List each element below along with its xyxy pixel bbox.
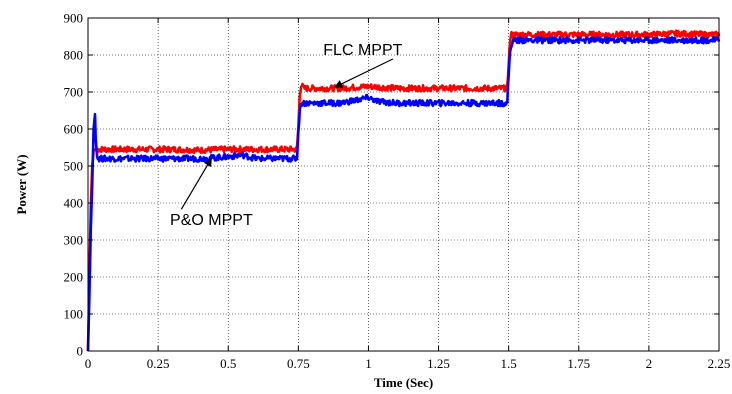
x-tick-label: 1.5 xyxy=(501,356,517,371)
y-tick-label: 800 xyxy=(64,48,84,63)
y-tick-label: 700 xyxy=(64,85,84,100)
annotation-arrow xyxy=(180,157,212,210)
x-tick-label: 0 xyxy=(85,356,92,371)
annotation-arrow xyxy=(334,58,394,88)
x-tick-label: 1.25 xyxy=(427,356,450,371)
annotation-po-mppt: P&O MPPT xyxy=(170,212,253,229)
x-tick-label: 0.25 xyxy=(147,356,170,371)
series-line-flc-mppt xyxy=(86,29,721,352)
y-axis-label: Power (W) xyxy=(14,154,29,214)
series-lines xyxy=(86,29,721,352)
y-tick-label: 900 xyxy=(64,11,84,26)
y-tick-label: 100 xyxy=(64,307,84,322)
axis-ticks: 0 0.25 0.5 0.75 1 1.25 1.5 1.75 2 2.25 0 100 200 300 4… xyxy=(64,11,731,372)
annotations: FLC MPPT P&O MPPT xyxy=(170,42,403,229)
y-tick-label: 400 xyxy=(64,196,84,211)
x-tick-label: 1.75 xyxy=(567,356,590,371)
y-tick-label: 300 xyxy=(64,233,84,248)
y-tick-label: 600 xyxy=(64,122,84,137)
x-tick-label: 0.5 xyxy=(220,356,236,371)
y-tick-label: 500 xyxy=(64,159,84,174)
annotation-flc-mppt: FLC MPPT xyxy=(323,42,402,59)
plot-frame xyxy=(87,17,720,352)
x-tick-label: 1 xyxy=(365,356,372,371)
x-tick-label: 2.25 xyxy=(708,356,731,371)
x-tick-label: 0.75 xyxy=(287,356,310,371)
series-line-po-mppt xyxy=(86,35,721,352)
y-tick-label: 200 xyxy=(64,270,84,285)
y-tick-label: 0 xyxy=(77,344,84,359)
x-axis-label: Time (Sec) xyxy=(374,375,433,390)
x-tick-label: 2 xyxy=(646,356,653,371)
grid-lines xyxy=(88,18,719,351)
